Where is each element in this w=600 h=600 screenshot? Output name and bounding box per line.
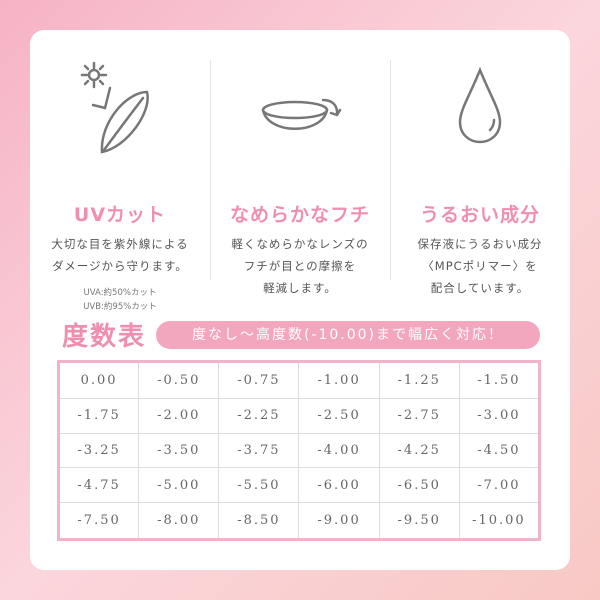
feature-title: なめらかなフチ [229,204,370,226]
table-row: -4.75 -5.00 -5.50 -6.00 -6.50 -7.00 [57,467,541,504]
feature-description: 軽くなめらかなレンズの フチが目との摩擦を 軽減します。 [210,233,390,299]
description-line: ダメージから守ります。 [52,259,188,273]
description-line: 軽くなめらかなレンズの [231,237,369,251]
description-line: 保存液にうるおい成分 [417,237,543,251]
lens-rotate-icon [261,98,342,130]
power-cell: -5.00 [138,467,220,504]
power-cell: -4.75 [57,467,140,504]
power-cell: -3.50 [138,432,220,469]
feature-smooth-edge: なめらかなフチ 軽くなめらかなレンズの フチが目との摩擦を 軽減します。 [210,60,390,310]
power-cell: -1.00 [298,361,380,399]
power-cell: -1.50 [458,361,541,399]
table-row: -7.50 -8.00 -8.50 -9.00 -9.50 -10.00 [57,502,541,540]
feature-moisture: うるおい成分 保存液にうるおい成分 〈MPCポリマー〉を 配合しています。 [390,60,570,310]
power-cell: -7.50 [57,502,140,540]
power-cell: -0.50 [138,361,220,399]
feature-uv-cut: UVカット 大切な目を紫外線による ダメージから守ります。 UVA:約50%カッ… [30,60,210,312]
info-card: UVカット 大切な目を紫外線による ダメージから守ります。 UVA:約50%カッ… [30,30,570,570]
description-line: 〈MPCポリマー〉を [422,259,538,273]
uva-note: UVA:約50%カット [83,288,157,298]
feature-title: うるおい成分 [419,204,540,226]
power-cell: -9.50 [378,502,460,540]
power-cell: 0.00 [57,361,140,399]
power-cell: -5.50 [218,467,300,504]
power-cell: -3.00 [458,397,541,434]
power-cell: -4.25 [378,432,460,469]
description-line: 配合しています。 [430,281,530,295]
power-cell: -8.50 [218,502,300,540]
power-cell: -8.00 [138,502,220,540]
power-cell: -10.00 [458,502,541,540]
power-cell: -0.75 [218,361,300,399]
divider [390,60,391,280]
power-range-banner: 度なし〜高度数(-10.00)まで幅広く対応！ [156,321,540,349]
power-cell: -2.25 [218,397,300,434]
power-cell: -2.75 [378,397,460,434]
power-table: 0.00 -0.50 -0.75 -1.00 -1.25 -1.50 -1.75 -2.00-… [57,360,541,541]
power-cell: -3.25 [57,432,140,469]
power-cell: -7.00 [458,467,541,504]
divider [210,60,211,280]
power-cell: -2.50 [298,397,380,434]
water-drop-icon [458,66,502,144]
description-line: 軽減します。 [263,281,337,295]
description-line: フチが目との摩擦を [243,259,357,273]
description-line: 大切な目を紫外線による [51,237,189,251]
power-cell: -1.75 [57,397,140,434]
power-cell: -9.00 [298,502,380,540]
table-row: -3.25 -3.50 -3.75 -4.00 -4.25 -4.50 [57,432,541,469]
feature-description: 保存液にうるおい成分 〈MPCポリマー〉を 配合しています。 [390,233,570,299]
table-row: 0.00 -0.50 -0.75 -1.00 -1.25 -1.50 [57,361,541,399]
power-cell: -4.50 [458,432,541,469]
power-cell: -3.75 [218,432,300,469]
power-table-title: 度数表 [62,322,147,352]
power-cell: -1.25 [378,361,460,399]
power-cell: -4.00 [298,432,380,469]
uv-notes: UVA:約50%カット UVB:約95%カット [30,286,210,314]
power-cell: -6.00 [298,467,380,504]
feature-title: UVカット [73,204,167,226]
uvb-note: UVB:約95%カット [83,302,157,312]
feature-description: 大切な目を紫外線による ダメージから守ります。 [30,233,210,277]
power-cell: -6.50 [378,467,460,504]
table-row: -1.75 -2.00 -2.25 -2.50 -2.75 -3.00 [57,397,541,434]
sun-lens-icon [80,61,149,154]
power-cell: -2.00 [138,397,220,434]
